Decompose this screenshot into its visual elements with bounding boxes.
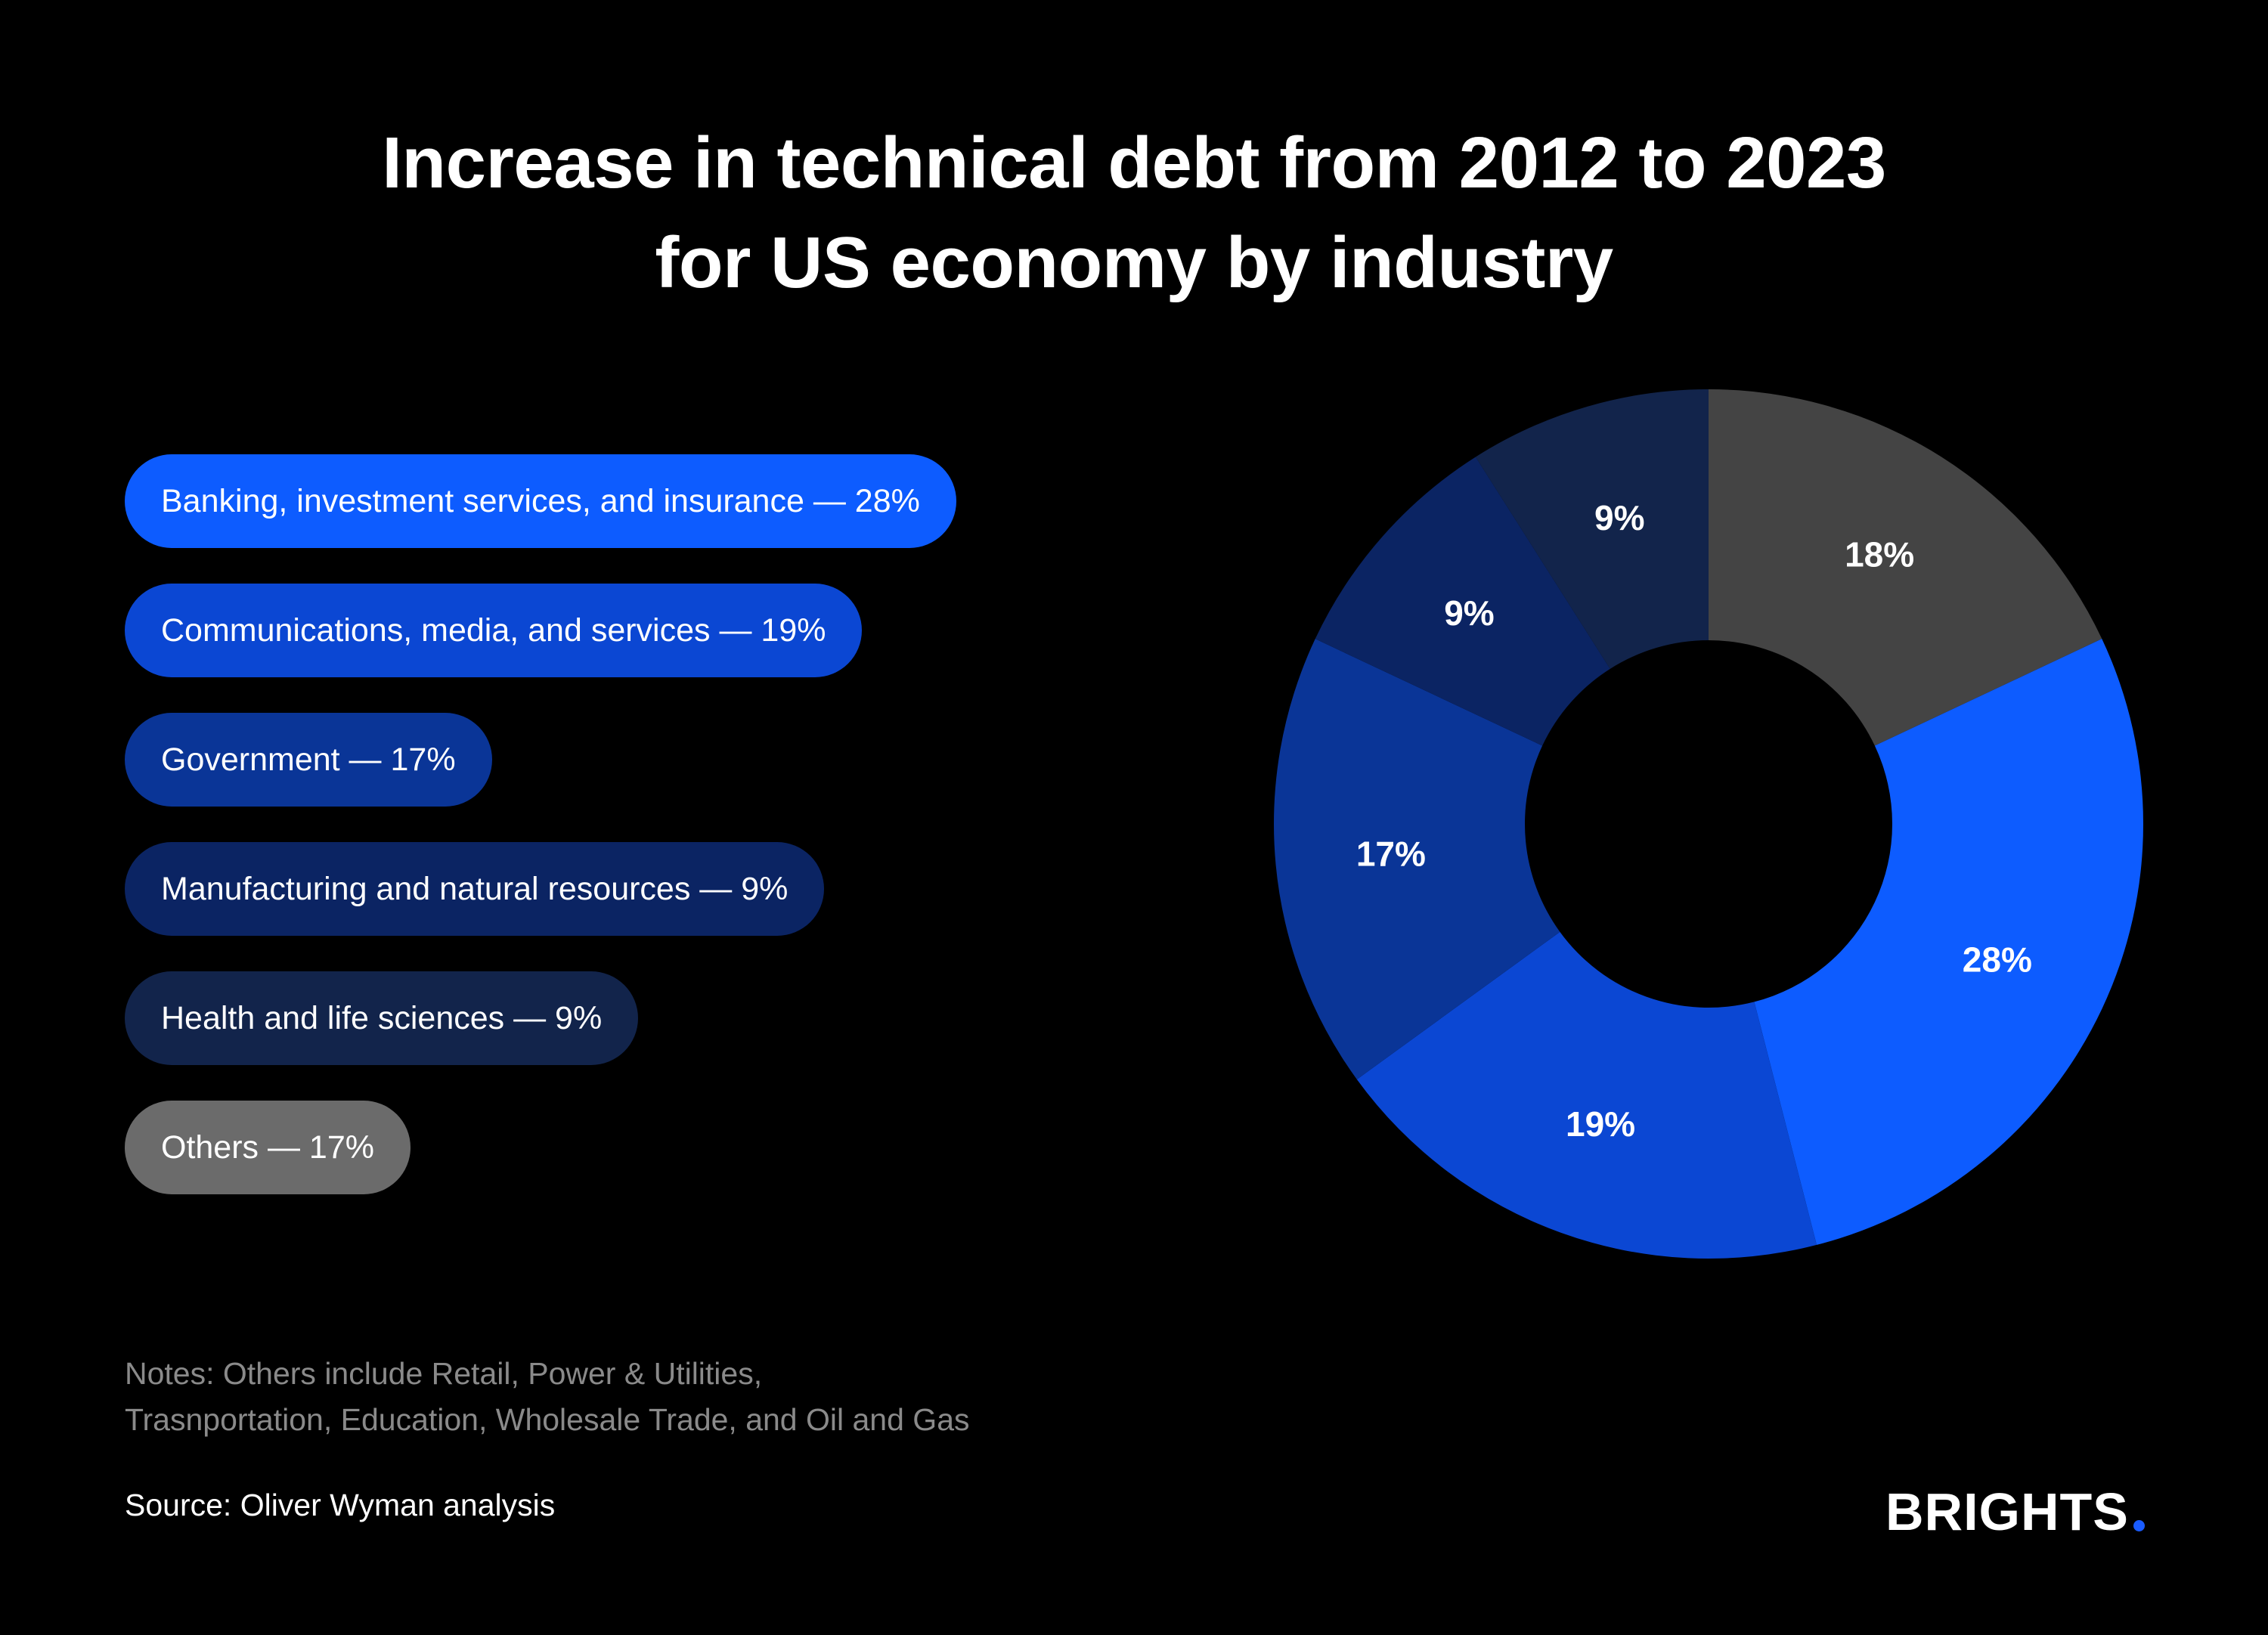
donut-slice <box>1709 389 2102 746</box>
donut-chart: 18% 28% 19% 17% 9% 9% <box>1270 386 2147 1262</box>
source-note: Source: Oliver Wyman analysis <box>125 1488 556 1522</box>
donut-slice <box>1475 389 1709 669</box>
chart-title-line-1: Increase in technical debt from 2012 to … <box>382 122 1886 203</box>
legend-item: Government — 17% <box>125 713 492 807</box>
donut-slice <box>1356 931 1817 1259</box>
slice-data-label: 17% <box>1356 835 1426 874</box>
donut-slice <box>1315 457 1610 746</box>
brand-dot-icon <box>2133 1520 2145 1531</box>
donut-chart-svg: 18% 28% 19% 17% 9% 9% <box>1274 389 2143 1259</box>
notes-line-1: Notes: Others include Retail, Power & Ut… <box>125 1356 763 1391</box>
chart-title-line-2: for US economy by industry <box>655 222 1613 303</box>
donut-slice <box>1274 639 1560 1079</box>
brand-logo: BRIGHTS <box>1885 1482 2145 1542</box>
legend-item: Health and life sciences — 9% <box>125 971 639 1065</box>
slice-data-label: 19% <box>1566 1104 1635 1144</box>
slice-data-label: 18% <box>1845 535 1914 574</box>
donut-slice <box>1754 639 2143 1245</box>
legend: Banking, investment services, and insura… <box>125 454 956 1230</box>
brand-name: BRIGHTS <box>1885 1482 2129 1541</box>
legend-item: Communications, media, and services — 19… <box>125 584 863 677</box>
legend-item: Manufacturing and natural resources — 9% <box>125 842 825 936</box>
slice-data-label: 28% <box>1963 940 2032 980</box>
legend-item: Others — 17% <box>125 1101 411 1194</box>
slice-data-label: 9% <box>1594 498 1644 537</box>
slice-data-label: 9% <box>1444 593 1494 633</box>
chart-title: Increase in technical debt from 2012 to … <box>0 113 2268 313</box>
notes: Notes: Others include Retail, Power & Ut… <box>125 1351 970 1443</box>
legend-item: Banking, investment services, and insura… <box>125 454 956 548</box>
notes-line-2: Trasnportation, Education, Wholesale Tra… <box>125 1402 970 1437</box>
